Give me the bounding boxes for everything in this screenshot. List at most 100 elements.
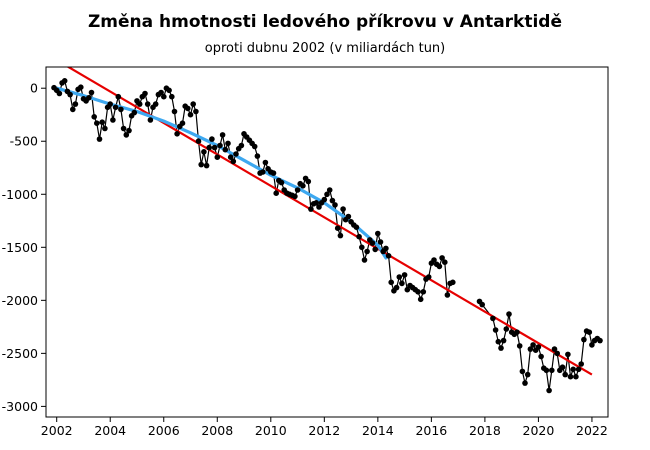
x-tick-label: 2008 bbox=[201, 423, 233, 438]
data-point bbox=[559, 364, 566, 371]
data-point bbox=[546, 387, 552, 394]
data-point bbox=[169, 93, 175, 100]
y-tick-label: -3000 bbox=[2, 399, 38, 414]
data-point bbox=[369, 240, 376, 246]
data-point bbox=[313, 200, 320, 206]
data-point bbox=[522, 380, 528, 386]
data-point bbox=[91, 114, 97, 120]
data-point bbox=[72, 101, 79, 107]
data-point bbox=[377, 239, 384, 245]
data-point bbox=[535, 344, 542, 350]
data-point bbox=[396, 274, 403, 280]
data-point bbox=[238, 142, 245, 149]
data-point bbox=[142, 90, 148, 97]
data-point bbox=[562, 371, 568, 378]
data-point bbox=[503, 326, 510, 332]
data-point bbox=[219, 132, 226, 138]
x-tick-label: 2006 bbox=[148, 423, 180, 438]
data-point bbox=[589, 342, 595, 348]
data-point bbox=[136, 101, 143, 107]
data-point bbox=[201, 149, 207, 155]
data-point bbox=[490, 315, 496, 322]
x-tick-label: 2002 bbox=[41, 423, 73, 438]
data-point bbox=[436, 263, 443, 270]
data-point bbox=[420, 289, 427, 295]
data-point bbox=[359, 244, 365, 251]
x-tick-label: 2020 bbox=[523, 423, 555, 438]
data-point bbox=[326, 187, 333, 193]
data-point bbox=[444, 292, 451, 298]
data-point bbox=[364, 248, 370, 255]
data-point bbox=[565, 351, 571, 358]
data-point bbox=[107, 101, 113, 107]
data-point bbox=[96, 136, 103, 142]
data-point bbox=[524, 371, 531, 378]
data-point bbox=[417, 296, 424, 303]
x-tick-label: 2018 bbox=[469, 423, 501, 438]
data-point bbox=[166, 87, 172, 94]
data-point bbox=[345, 213, 352, 220]
data-point bbox=[385, 253, 392, 259]
x-tick-label: 2014 bbox=[362, 423, 394, 438]
data-point bbox=[262, 159, 269, 166]
data-point bbox=[567, 373, 574, 380]
data-point bbox=[404, 286, 411, 293]
chart-subtitle: oproti dubnu 2002 (v miliardách tun) bbox=[204, 41, 446, 56]
data-point bbox=[321, 196, 328, 203]
data-point bbox=[334, 225, 341, 231]
data-point bbox=[198, 161, 204, 168]
x-tick-label: 2012 bbox=[308, 423, 340, 438]
data-point bbox=[123, 132, 130, 138]
y-tick-label: -1500 bbox=[2, 240, 38, 255]
data-point bbox=[260, 169, 266, 175]
data-point bbox=[273, 190, 280, 196]
data-point bbox=[99, 119, 105, 125]
data-point bbox=[206, 144, 212, 151]
data-point bbox=[195, 138, 202, 144]
y-tick-label: 0 bbox=[30, 81, 38, 96]
data-point bbox=[56, 90, 63, 97]
data-point bbox=[118, 106, 124, 113]
data-point bbox=[530, 342, 536, 348]
data-point bbox=[179, 120, 186, 126]
data-point bbox=[516, 343, 523, 349]
data-point bbox=[70, 106, 76, 113]
data-point bbox=[131, 109, 138, 116]
data-point bbox=[254, 153, 261, 159]
data-point bbox=[294, 187, 301, 193]
data-point bbox=[185, 105, 191, 112]
data-point bbox=[152, 101, 159, 107]
plot-frame bbox=[45, 66, 609, 418]
data-point bbox=[375, 230, 381, 237]
measurement-line-0 bbox=[53, 79, 454, 302]
data-point bbox=[425, 274, 432, 280]
data-point bbox=[211, 144, 218, 151]
data-point bbox=[479, 301, 486, 308]
data-point bbox=[551, 346, 558, 352]
data-point bbox=[190, 101, 196, 107]
data-point bbox=[193, 108, 199, 115]
data-point bbox=[251, 143, 258, 150]
data-point bbox=[88, 89, 95, 96]
smoothed-curve bbox=[55, 86, 388, 260]
data-point bbox=[187, 111, 194, 118]
data-point bbox=[227, 154, 234, 160]
x-tick-label: 2010 bbox=[255, 423, 287, 438]
y-tick-label: -2000 bbox=[2, 293, 38, 308]
data-point bbox=[120, 125, 127, 132]
data-point bbox=[305, 178, 312, 185]
data-point bbox=[527, 346, 534, 352]
data-point bbox=[222, 146, 229, 153]
data-point bbox=[506, 311, 512, 317]
data-point bbox=[439, 255, 445, 261]
data-point bbox=[578, 361, 584, 367]
data-point bbox=[86, 95, 92, 101]
data-point bbox=[292, 193, 298, 200]
data-point bbox=[329, 197, 336, 204]
data-point bbox=[61, 78, 68, 84]
data-point bbox=[225, 140, 231, 147]
data-point bbox=[300, 183, 306, 189]
chart-title: Změna hmotnosti ledového příkrovu v Anta… bbox=[87, 12, 563, 32]
data-point bbox=[340, 206, 346, 212]
